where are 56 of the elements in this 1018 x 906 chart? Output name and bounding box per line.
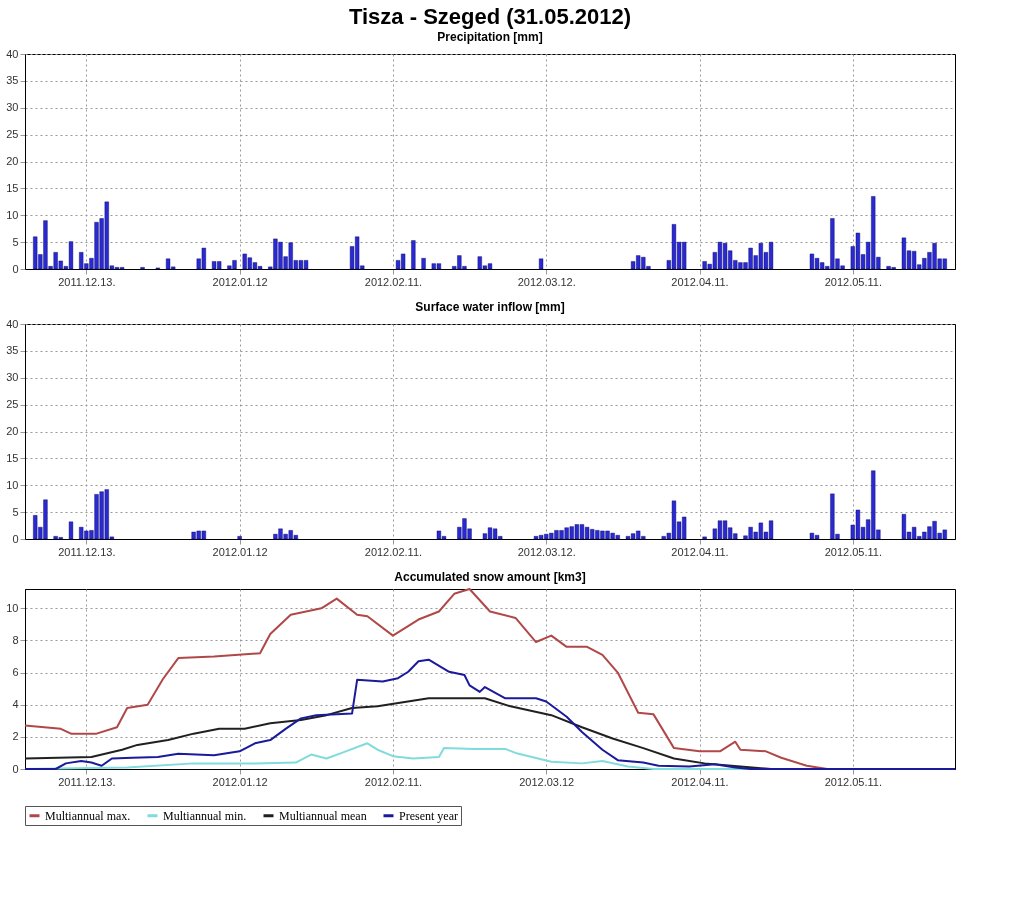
y-tick-label: 2	[12, 730, 19, 743]
x-tick-label: 2011.12.13.	[58, 775, 116, 788]
x-tick-label: 2012.04.11.	[671, 275, 729, 288]
y-tick-label: 35	[6, 74, 19, 87]
x-tick-label: 2012.04.11.	[671, 545, 729, 558]
x-tick-label: 2012.05.11.	[824, 275, 882, 288]
y-tick-label: 30	[6, 101, 19, 114]
y-tick-label: 8	[12, 633, 19, 646]
y-tick-label: 10	[6, 478, 19, 491]
y-tick-label: 25	[6, 128, 19, 141]
x-tick-label: 2012.05.11.	[824, 545, 882, 558]
x-tick-label: 2012.02.11.	[364, 545, 423, 558]
chart-title: Surface water inflow [mm]	[415, 300, 565, 314]
x-tick-label: 2011.12.13.	[58, 545, 116, 558]
y-tick-label: 20	[6, 425, 19, 437]
y-tick-label: 40	[6, 317, 19, 330]
y-tick-label: 4	[12, 698, 19, 711]
y-tick-label: 15	[6, 451, 19, 464]
y-tick-label: 5	[12, 235, 19, 248]
x-tick-label: 2012.02.11.	[364, 275, 423, 288]
bar	[702, 536, 707, 540]
x-tick-label: 2012.05.11.	[824, 775, 882, 788]
chart-title: Accumulated snow amount [km3]	[394, 570, 586, 584]
x-tick-label: 2012.02.11.	[364, 775, 423, 788]
y-tick-label: 5	[12, 505, 19, 518]
bar	[237, 536, 242, 540]
bar	[68, 521, 74, 540]
bar	[411, 240, 416, 270]
x-tick-label: 2011.12.13.	[58, 275, 116, 288]
chart-subtitle: Precipitation [mm]	[437, 30, 543, 44]
legend-label: Multiannual mean	[279, 808, 367, 823]
chart-title: Tisza - Szeged (31.05.2012)	[348, 4, 632, 29]
legend-label: Multiannual min.	[163, 808, 247, 823]
y-tick-label: 30	[6, 371, 19, 384]
y-tick-label: 10	[6, 601, 19, 614]
x-tick-label: 2012.01.12	[212, 775, 268, 788]
x-tick-label: 2012.03.12.	[517, 545, 576, 558]
x-tick-label: 2012.04.11.	[671, 775, 729, 788]
y-tick-label: 35	[6, 344, 19, 357]
y-tick-label: 0	[12, 762, 19, 775]
x-tick-label: 2012.01.12	[212, 545, 268, 558]
y-tick-label: 15	[6, 181, 19, 194]
y-tick-label: 20	[6, 155, 19, 167]
legend-label: Multiannual max.	[45, 808, 131, 823]
bar	[538, 258, 544, 270]
y-tick-label: 0	[12, 532, 19, 545]
legend-label: Present year	[399, 808, 458, 823]
y-tick-label: 0	[12, 262, 19, 275]
y-tick-label: 40	[6, 47, 19, 60]
y-tick-label: 6	[12, 666, 19, 679]
x-tick-label: 2012.03.12	[519, 775, 575, 788]
x-tick-label: 2012.01.12	[212, 275, 268, 288]
bar	[421, 258, 426, 270]
y-tick-label: 10	[6, 208, 19, 221]
y-tick-label: 25	[6, 398, 19, 411]
x-tick-label: 2012.03.12.	[517, 275, 576, 288]
